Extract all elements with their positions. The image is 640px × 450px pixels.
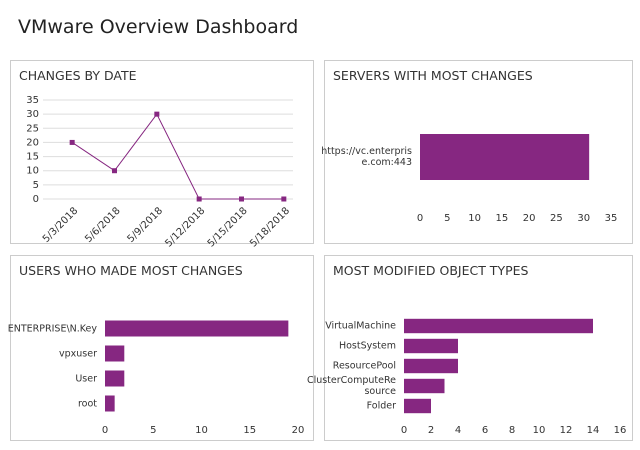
panel <box>324 255 633 441</box>
x-tick-label: 20 <box>292 425 305 436</box>
marker <box>154 111 160 117</box>
x-tick-label: 5 <box>150 425 156 436</box>
x-tick-label: 4 <box>455 425 461 436</box>
bar <box>404 378 445 394</box>
bar <box>404 338 458 354</box>
bar <box>105 370 125 387</box>
bar <box>105 345 125 362</box>
x-tick-label: 30 <box>577 213 590 224</box>
category-label: https://vc.enterprise.com:443 <box>321 146 412 168</box>
x-tick-label: 8 <box>509 425 515 436</box>
y-tick-label: 25 <box>26 123 39 134</box>
marker <box>69 139 75 145</box>
marker <box>281 196 287 202</box>
x-tick-label: 16 <box>614 425 627 436</box>
x-tick-label: 10 <box>533 425 546 436</box>
category-label: ResourcePool <box>332 360 396 372</box>
bar <box>404 318 593 334</box>
panel-title: USERS WHO MADE MOST CHANGES <box>19 263 243 278</box>
bar <box>105 395 115 412</box>
line <box>71 113 284 200</box>
dashboard-title: VMware Overview Dashboard <box>18 16 299 38</box>
panel-title: CHANGES BY DATE <box>19 68 137 83</box>
category-label: VirtualMachine <box>325 320 396 332</box>
x-tick-label: 14 <box>587 425 600 436</box>
x-tick-label: 35 <box>605 213 618 224</box>
y-tick-label: 20 <box>26 137 39 148</box>
x-tick-label: 12 <box>560 425 573 436</box>
category-label: ClusterComputeResource <box>306 375 396 397</box>
x-tick-label: 15 <box>243 425 256 436</box>
x-tick-label: 5 <box>444 213 450 224</box>
y-tick-label: 35 <box>26 95 39 106</box>
category-label: ENTERPRISE\N.Key <box>7 323 97 334</box>
y-tick-label: 10 <box>26 166 39 177</box>
x-tick-label: 0 <box>102 425 108 436</box>
x-tick-label: 6 <box>482 425 488 436</box>
bar <box>404 398 431 414</box>
bar <box>420 134 590 180</box>
y-tick-label: 0 <box>33 194 39 205</box>
y-tick-label: 5 <box>33 180 39 191</box>
y-tick-label: 30 <box>26 109 39 120</box>
x-tick-label: 0 <box>401 425 407 436</box>
panel <box>10 60 314 244</box>
panel <box>10 255 314 441</box>
panel-title: SERVERS WITH MOST CHANGES <box>333 68 533 83</box>
marker <box>239 196 244 202</box>
category-label: HostSystem <box>338 340 396 352</box>
bar <box>105 320 289 337</box>
x-tick-label: 2 <box>428 425 434 436</box>
x-tick-label: 20 <box>523 213 536 224</box>
y-tick-label: 15 <box>26 152 39 163</box>
category-label: vpxuser <box>59 348 97 359</box>
category-label: Folder <box>366 400 396 412</box>
x-tick-label: 15 <box>495 213 508 224</box>
x-tick-label: 0 <box>417 213 423 224</box>
x-tick-label: 25 <box>550 213 563 224</box>
category-label: User <box>75 373 97 384</box>
panel-title: MOST MODIFIED OBJECT TYPES <box>333 263 529 278</box>
marker <box>196 196 202 202</box>
category-label: root <box>77 398 97 409</box>
x-tick-label: 10 <box>195 425 208 436</box>
x-tick-label: 10 <box>468 213 481 224</box>
marker <box>112 168 117 174</box>
bar <box>404 358 458 374</box>
